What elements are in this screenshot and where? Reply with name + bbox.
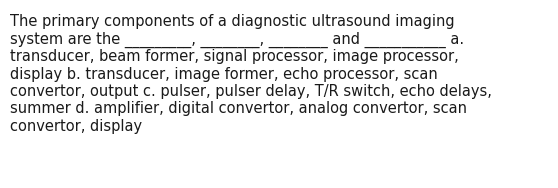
Text: summer d. amplifier, digital convertor, analog convertor, scan: summer d. amplifier, digital convertor, … [10,102,467,117]
Text: transducer, beam former, signal processor, image processor,: transducer, beam former, signal processo… [10,49,459,64]
Text: convertor, display: convertor, display [10,119,142,134]
Text: convertor, output c. pulser, pulser delay, T/R switch, echo delays,: convertor, output c. pulser, pulser dela… [10,84,492,99]
Text: The primary components of a diagnostic ultrasound imaging: The primary components of a diagnostic u… [10,14,455,29]
Text: display b. transducer, image former, echo processor, scan: display b. transducer, image former, ech… [10,67,437,82]
Text: system are the _________, ________, ________ and ___________ a.: system are the _________, ________, ____… [10,32,464,48]
